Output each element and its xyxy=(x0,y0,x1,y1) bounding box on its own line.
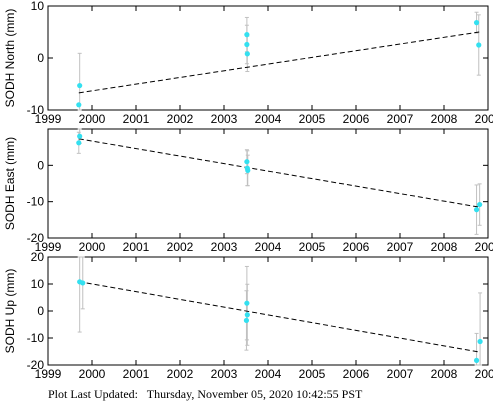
trend-line xyxy=(78,281,480,353)
y-tick-label: 10 xyxy=(31,277,45,291)
x-tick-label: 2008 xyxy=(431,367,458,381)
footer-date: Thursday, November 05, 2020 10:42:55 PST xyxy=(146,387,363,401)
x-tick-label: 2008 xyxy=(431,112,458,126)
x-tick-label: 2007 xyxy=(387,240,414,254)
x-tick-label: 2007 xyxy=(387,367,414,381)
x-tick-label: 2001 xyxy=(123,367,150,381)
data-point xyxy=(76,140,82,146)
x-tick-label: 2008 xyxy=(431,240,458,254)
chart-panel-1: 1999 2000 2001 2002 2003 2004 2005 2006 2007 2008… xyxy=(3,0,493,126)
y-axis-label: SODH Up (mm) xyxy=(3,269,17,354)
x-tick-label: 2001 xyxy=(123,240,150,254)
data-point xyxy=(244,300,250,306)
footer: Plot Last Updated: Thursday, November 05… xyxy=(48,387,362,402)
x-tick-label: 2007 xyxy=(387,112,414,126)
y-tick-label: -20 xyxy=(27,358,45,372)
y-axis-label: SODH North (mm) xyxy=(3,9,17,108)
data-point xyxy=(473,207,480,213)
trend-line xyxy=(78,138,480,208)
plot-frame xyxy=(47,5,489,111)
data-point xyxy=(76,102,82,108)
plot-frame xyxy=(47,256,489,366)
y-tick-label: -10 xyxy=(27,103,45,117)
data-point xyxy=(244,41,250,48)
data-point xyxy=(77,82,83,89)
x-tick-label: 1999 xyxy=(35,112,62,126)
x-tick-label: 2002 xyxy=(167,240,194,254)
x-tick-label: 2002 xyxy=(167,367,194,381)
chart-panel-2: 1999 2000 2001 2002 2003 2004 2005 2006 2007 2008… xyxy=(3,128,493,254)
y-tick-label: 20 xyxy=(31,250,45,264)
data-point xyxy=(473,20,480,26)
error-bar xyxy=(77,256,82,333)
error-bar xyxy=(77,52,82,111)
y-tick-label: -10 xyxy=(27,195,45,209)
y-tick-label: 0 xyxy=(37,158,44,172)
trend-line xyxy=(78,31,480,94)
data-point xyxy=(473,357,480,364)
x-tick-label: 2006 xyxy=(343,367,370,381)
x-tick-label: 2004 xyxy=(255,112,282,126)
data-point xyxy=(477,201,483,208)
y-axis-label: SODH East (mm) xyxy=(3,137,17,230)
y-tick-label: 0 xyxy=(37,304,44,318)
x-tick-label: 2006 xyxy=(343,112,370,126)
chart-panel-3: 1999 2000 2001 2002 2003 2004 2005 2006 2007 2008… xyxy=(3,250,493,381)
plot-frame xyxy=(47,128,489,239)
x-tick-label: 2001 xyxy=(123,112,150,126)
x-tick-label: 2000 xyxy=(79,367,106,381)
footer-label: Plot Last Updated: xyxy=(48,387,138,401)
x-tick-label: 2009 xyxy=(475,112,493,126)
data-point xyxy=(244,312,250,318)
y-tick-label: 0 xyxy=(37,51,44,65)
x-tick-label: 2000 xyxy=(79,112,106,126)
x-tick-label: 2003 xyxy=(211,112,238,126)
data-point xyxy=(476,42,482,48)
y-tick-label: -10 xyxy=(27,331,45,345)
x-tick-label: 2006 xyxy=(343,240,370,254)
error-bar xyxy=(478,292,483,366)
x-tick-label: 2000 xyxy=(79,240,106,254)
data-point xyxy=(244,31,250,38)
x-tick-label: 1999 xyxy=(35,367,62,381)
x-tick-label: 2004 xyxy=(255,367,282,381)
data-point xyxy=(477,338,483,345)
data-point xyxy=(77,133,83,139)
y-tick-label: 10 xyxy=(31,0,45,13)
data-point xyxy=(244,159,250,165)
y-tick-label: -20 xyxy=(27,231,45,245)
x-tick-label: 2009 xyxy=(475,240,493,254)
x-tick-label: 2009 xyxy=(475,367,493,381)
x-tick-label: 2003 xyxy=(211,367,238,381)
data-point xyxy=(80,280,86,286)
x-tick-label: 2002 xyxy=(167,112,194,126)
x-tick-label: 1999 xyxy=(35,240,62,254)
x-tick-label: 2005 xyxy=(299,367,326,381)
data-point xyxy=(244,51,250,57)
x-tick-label: 2004 xyxy=(255,240,282,254)
data-point xyxy=(243,317,250,324)
x-tick-label: 2005 xyxy=(299,112,326,126)
data-point xyxy=(245,167,251,174)
x-tick-label: 2003 xyxy=(211,240,238,254)
x-tick-label: 2005 xyxy=(299,240,326,254)
